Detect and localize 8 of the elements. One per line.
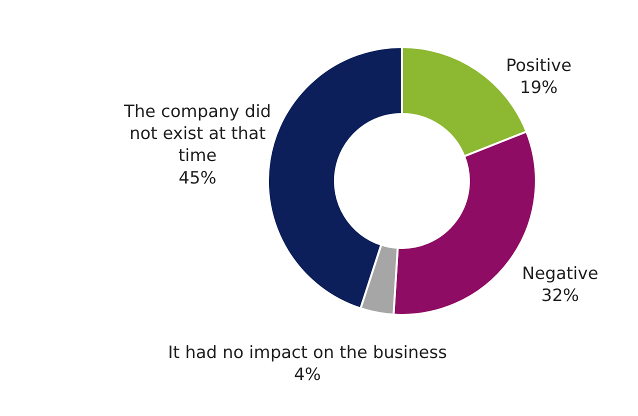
slice-label: Positive [506,56,572,76]
data-label: 4% [294,365,321,386]
data-label: 45% [178,168,216,188]
data-label: 32% [541,286,580,306]
slice-label: It had no impact on the business [168,343,448,363]
slice-label: The company did not exist at that time [123,102,272,166]
slice-label: Negative [522,264,598,284]
data-label: 19% [520,78,558,98]
